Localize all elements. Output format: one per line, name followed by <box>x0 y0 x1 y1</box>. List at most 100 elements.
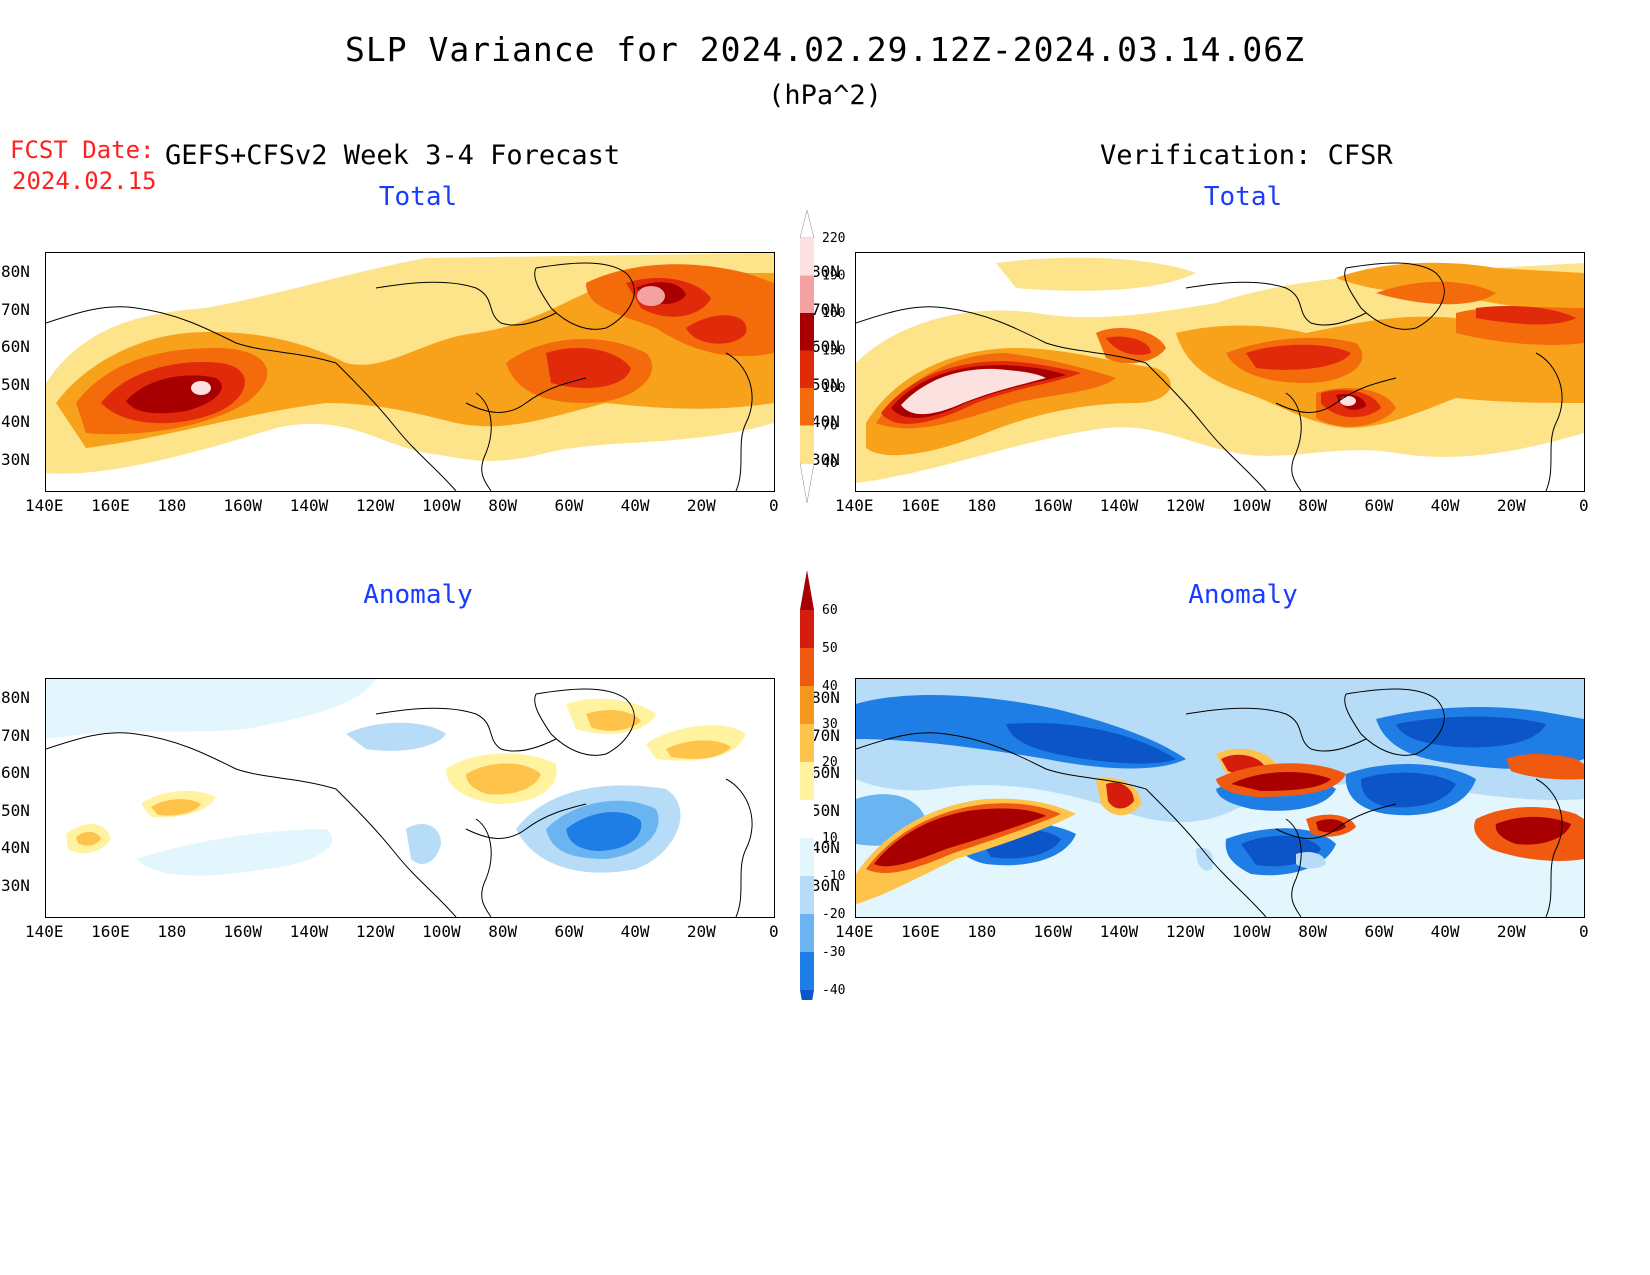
colorbar-segment <box>800 425 814 463</box>
lon-tick-label: 20W <box>686 922 716 941</box>
lat-tick-label: 50N <box>1 800 30 820</box>
lat-tick-label: 40N <box>811 412 840 431</box>
colorbar-label: 10 <box>822 831 838 846</box>
colorbar-label: -40 <box>822 983 845 998</box>
lat-tick-label: 30N <box>811 449 840 469</box>
colorbar-label: 70 <box>822 419 838 434</box>
lon-tick-label: 160E <box>91 496 130 515</box>
lon-tick-label: 20W <box>686 496 716 515</box>
lat-tick-label: 50N <box>811 374 840 394</box>
lat-tick-label: 40N <box>1 838 30 857</box>
lon-tick-label: 160W <box>223 922 263 941</box>
colorbar-segment <box>800 800 814 838</box>
colorbar-label: 30 <box>822 717 838 732</box>
lon-tick-label: 180 <box>157 922 187 941</box>
fcst-total-title: Total <box>378 182 458 212</box>
lon-tick-label: 140E <box>25 496 64 515</box>
lat-tick-label: 60N <box>1 763 30 782</box>
lon-tick-label: 40W <box>620 922 650 941</box>
lon-tick-label: 140W <box>289 496 329 515</box>
chart-title: SLP Variance for 2024.02.29.12Z-2024.03.… <box>345 30 1305 69</box>
lon-tick-label: 80W <box>1298 922 1328 941</box>
colorbar-segment <box>800 952 814 990</box>
lon-tick-label: 160W <box>1033 922 1073 941</box>
lon-tick-label: 180 <box>157 496 187 515</box>
colorbar-label: 220 <box>822 231 845 246</box>
lat-tick-label: 80N <box>811 688 840 707</box>
lon-tick-label: 140E <box>835 496 874 515</box>
total-colorbar: 40 70 100 130 160 190 220 <box>799 210 845 504</box>
lon-tick-label: 60W <box>554 496 584 515</box>
colorbar-label: 20 <box>822 755 838 770</box>
lat-tick-label: 80N <box>1 688 30 707</box>
colorbar-segment <box>800 648 814 686</box>
lon-tick-label: 160E <box>901 496 940 515</box>
colorbar-segment <box>800 350 814 388</box>
lon-tick-label: 160E <box>91 922 130 941</box>
colorbar-segment <box>800 914 814 952</box>
lon-tick-label: 0 <box>769 496 779 515</box>
colorbar-tip <box>800 990 814 1000</box>
units-label: (hPa^2) <box>768 80 882 111</box>
forecast-title: GEFS+CFSv2 Week 3-4 Forecast <box>165 140 621 171</box>
lat-tick-label: 80N <box>811 262 840 281</box>
verif-total-title: Total <box>1203 182 1283 212</box>
lat-tick-label: 40N <box>1 412 30 431</box>
lat-tick-label: 70N <box>811 299 840 319</box>
lon-tick-label: 100W <box>1232 922 1271 941</box>
fcst-total-map <box>45 252 775 492</box>
colorbar-label: 160 <box>822 306 845 321</box>
colorbar-segment <box>800 275 814 313</box>
fcst-date-value: 2024.02.15 <box>12 167 157 195</box>
lon-tick-label: 60W <box>1364 496 1394 515</box>
lon-tick-label: 120W <box>355 922 395 941</box>
colorbar-label: 40 <box>822 456 838 471</box>
lat-tick-label: 50N <box>1 374 30 394</box>
colorbar-tip <box>799 210 815 239</box>
lat-tick-label: 30N <box>811 875 840 895</box>
lon-tick-label: 180 <box>967 922 997 941</box>
lon-tick-label: 80W <box>488 922 518 941</box>
colorbar-segment <box>800 388 814 426</box>
colorbar-segment <box>800 313 814 351</box>
colorbar-tip <box>799 462 815 504</box>
colorbar-label: 40 <box>822 679 838 694</box>
lon-tick-label: 100W <box>1232 496 1271 515</box>
lon-tick-label: 0 <box>1579 496 1589 515</box>
lon-tick-label: 80W <box>488 496 518 515</box>
lat-tick-label: 80N <box>1 262 30 281</box>
lat-tick-label: 60N <box>1 337 30 356</box>
colorbar-segment <box>800 610 814 648</box>
colorbar-segment <box>800 724 814 762</box>
lon-tick-label: 160W <box>1033 496 1073 515</box>
colorbar-label: 50 <box>822 641 838 656</box>
lon-tick-label: 120W <box>1165 496 1205 515</box>
lon-tick-label: 100W <box>422 922 461 941</box>
lon-tick-label: 0 <box>1579 922 1589 941</box>
colorbar-segment <box>800 838 814 876</box>
lon-tick-label: 80W <box>1298 496 1328 515</box>
lon-tick-label: 160E <box>901 922 940 941</box>
lat-tick-label: 60N <box>811 763 840 782</box>
verif-anomaly-title: Anomaly <box>1188 580 1298 610</box>
colorbar-label: -20 <box>822 907 845 922</box>
colorbar-label: -30 <box>822 945 845 960</box>
lon-tick-label: 180 <box>967 496 997 515</box>
lon-tick-label: 60W <box>1364 922 1394 941</box>
lon-tick-label: 60W <box>554 922 584 941</box>
fcst-anomaly-map <box>45 678 775 918</box>
lon-tick-label: 0 <box>769 922 779 941</box>
colorbar-segment <box>800 686 814 724</box>
lon-tick-label: 20W <box>1496 922 1526 941</box>
lat-tick-label: 70N <box>811 725 840 745</box>
lon-tick-label: 160W <box>223 496 263 515</box>
colorbar-segment <box>800 876 814 914</box>
lat-tick-label: 50N <box>811 800 840 820</box>
lon-tick-label: 140E <box>25 922 64 941</box>
anomaly-colorbar: 60 50 40 30 20 10 -10 -20 -30 -40 <box>800 570 845 1000</box>
lon-tick-label: 20W <box>1496 496 1526 515</box>
lon-tick-label: 120W <box>1165 922 1205 941</box>
colorbar-label: 190 <box>822 269 845 284</box>
lon-tick-label: 100W <box>422 496 461 515</box>
lat-tick-label: 70N <box>1 725 30 745</box>
